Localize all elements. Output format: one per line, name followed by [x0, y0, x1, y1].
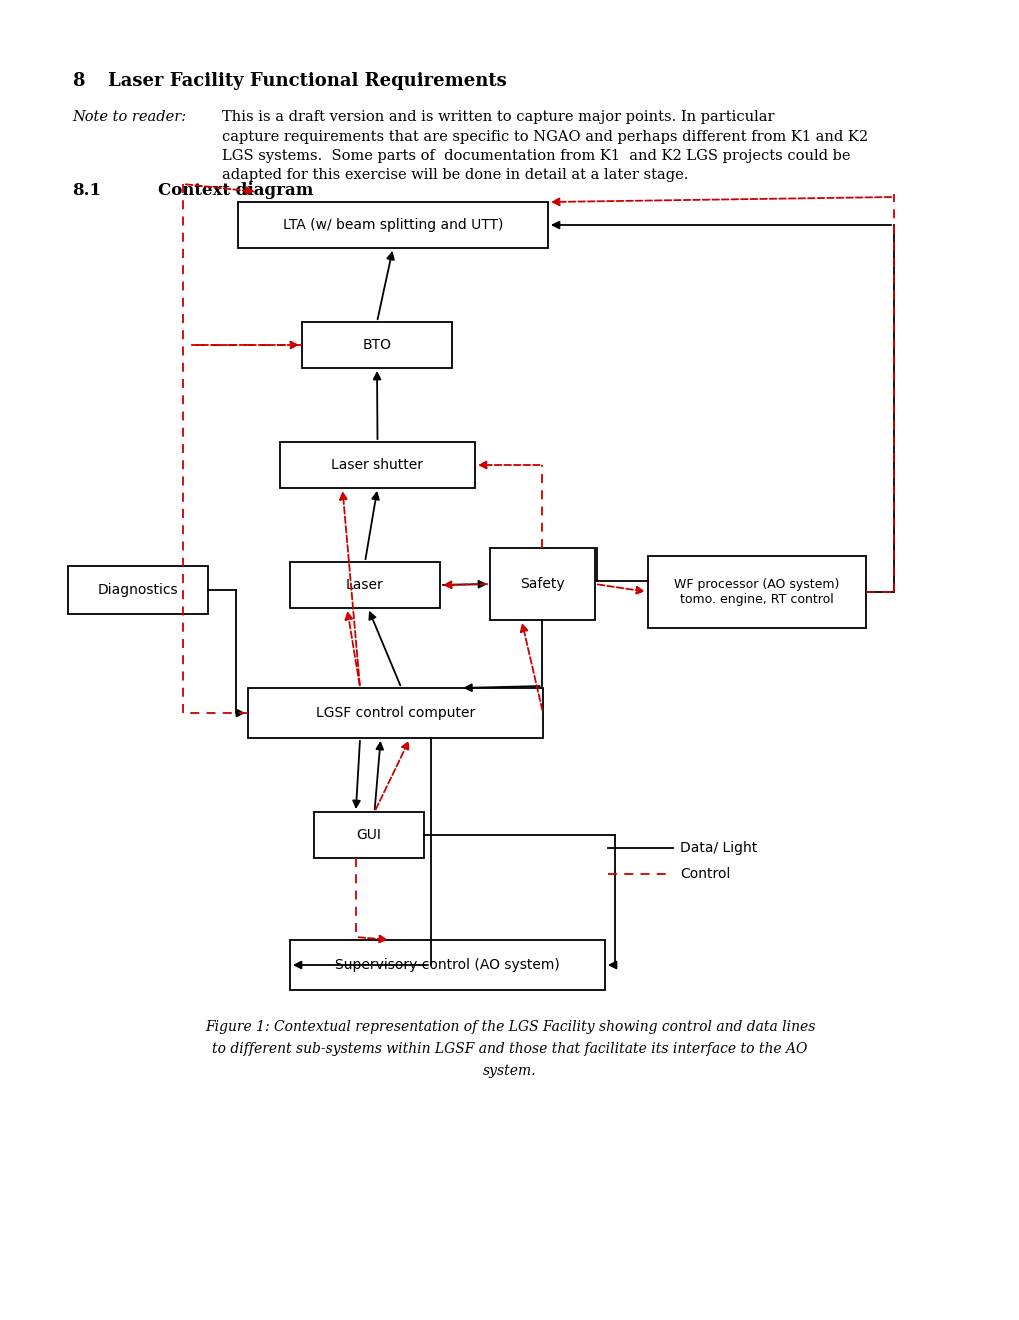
Bar: [647, 556, 865, 628]
Text: Diagnostics: Diagnostics: [98, 583, 178, 597]
Bar: [489, 548, 594, 620]
Text: 8: 8: [72, 73, 85, 90]
Text: Laser: Laser: [345, 578, 383, 591]
Text: LTA (w/ beam splitting and UTT): LTA (w/ beam splitting and UTT): [282, 218, 502, 232]
Bar: [237, 202, 547, 248]
Text: WF processor (AO system)
tomo. engine, RT control: WF processor (AO system) tomo. engine, R…: [674, 578, 839, 606]
Bar: [289, 562, 439, 609]
Text: LGSF control computer: LGSF control computer: [316, 706, 475, 719]
Text: Laser shutter: Laser shutter: [331, 458, 423, 473]
Bar: [314, 812, 424, 858]
Bar: [289, 940, 604, 990]
Bar: [248, 688, 542, 738]
Text: Safety: Safety: [520, 577, 565, 591]
Text: BTO: BTO: [362, 338, 391, 352]
Text: Note to reader:: Note to reader:: [72, 110, 185, 124]
Text: Data/ Light: Data/ Light: [680, 841, 756, 855]
Text: Control: Control: [680, 867, 730, 880]
Text: This is a draft version and is written to capture major points. In particular
ca: This is a draft version and is written t…: [222, 110, 867, 182]
Text: Laser Facility Functional Requirements: Laser Facility Functional Requirements: [108, 73, 506, 90]
Text: to different sub-systems within LGSF and those that facilitate its interface to : to different sub-systems within LGSF and…: [212, 1041, 807, 1056]
Bar: [302, 322, 451, 368]
Text: Supervisory control (AO system): Supervisory control (AO system): [335, 958, 559, 972]
Text: GUI: GUI: [357, 828, 381, 842]
Text: Context diagram: Context diagram: [158, 182, 313, 199]
Bar: [68, 566, 208, 614]
Bar: [280, 442, 475, 488]
Text: 8.1: 8.1: [72, 182, 101, 199]
Text: system.: system.: [483, 1064, 536, 1078]
Text: Figure 1: Contextual representation of the LGS Facility showing control and data: Figure 1: Contextual representation of t…: [205, 1020, 814, 1034]
